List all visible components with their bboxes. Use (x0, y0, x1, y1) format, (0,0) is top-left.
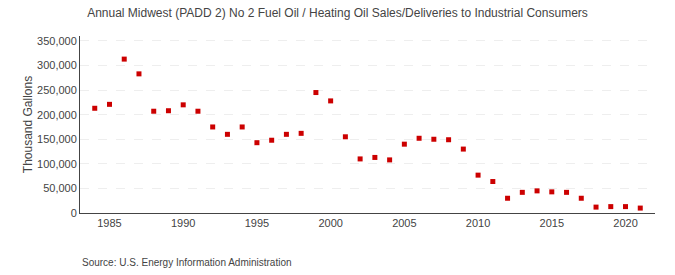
svg-text:Source: U.S. Energy Informatio: Source: U.S. Energy Information Administ… (82, 257, 292, 268)
svg-text:0: 0 (71, 207, 77, 219)
svg-text:1990: 1990 (171, 217, 195, 229)
svg-text:100,000: 100,000 (37, 158, 77, 170)
svg-text:2010: 2010 (466, 217, 490, 229)
svg-text:Annual Midwest (PADD 2) No 2 F: Annual Midwest (PADD 2) No 2 Fuel Oil / … (87, 6, 588, 20)
svg-text:250,000: 250,000 (37, 84, 77, 96)
svg-text:1985: 1985 (97, 217, 121, 229)
svg-text:2020: 2020 (613, 217, 637, 229)
svg-text:2005: 2005 (392, 217, 416, 229)
svg-text:300,000: 300,000 (37, 59, 77, 71)
svg-text:50,000: 50,000 (43, 182, 77, 194)
svg-text:2000: 2000 (318, 217, 342, 229)
svg-text:1995: 1995 (245, 217, 269, 229)
svg-text:2015: 2015 (540, 217, 564, 229)
svg-text:200,000: 200,000 (37, 109, 77, 121)
svg-text:150,000: 150,000 (37, 133, 77, 145)
svg-text:Thousand Gallons: Thousand Gallons (21, 76, 35, 173)
svg-text:350,000: 350,000 (37, 35, 77, 47)
